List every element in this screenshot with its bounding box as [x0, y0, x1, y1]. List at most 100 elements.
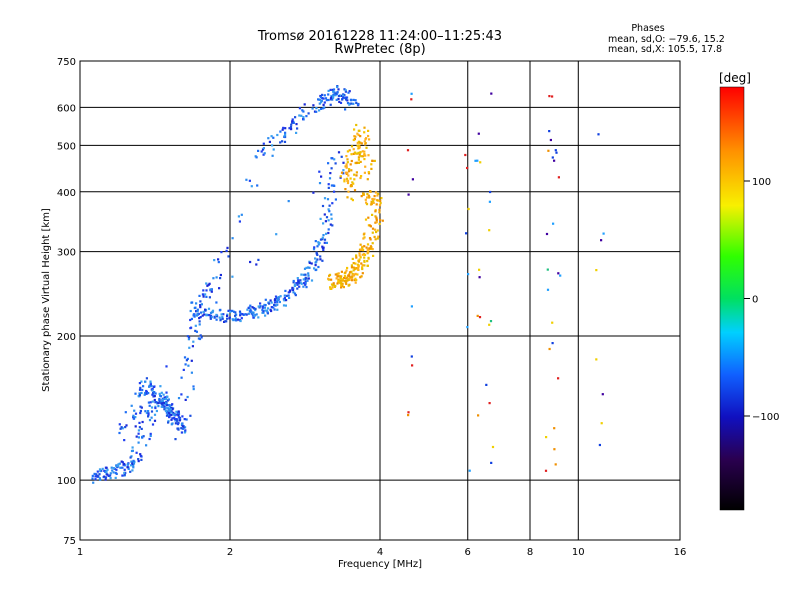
x-mode-point [374, 210, 377, 213]
x-mode-point [342, 286, 345, 289]
o-mode-point [139, 454, 142, 458]
o-mode-point [217, 258, 220, 261]
o-mode-point [124, 411, 127, 414]
o-mode-point [173, 418, 176, 421]
sparse-echo-point [411, 364, 414, 367]
o-mode-point [251, 306, 254, 309]
x-tick-label: 8 [527, 547, 533, 558]
o-mode-point [346, 99, 349, 102]
o-mode-point [317, 265, 320, 269]
x-mode-point [360, 142, 363, 145]
y-tick-label: 750 [57, 57, 76, 68]
o-mode-point [109, 474, 112, 477]
o-mode-point [325, 216, 329, 219]
o-mode-point [222, 313, 225, 316]
o-mode-point [327, 208, 330, 211]
sparse-echo-point [598, 443, 601, 447]
sparse-echo-point [410, 92, 413, 95]
x-mode-point [345, 165, 348, 168]
x-mode-point [363, 264, 366, 267]
y-tick-label: 500 [57, 141, 76, 152]
o-mode-point [189, 309, 192, 313]
x-mode-point [357, 265, 360, 268]
o-mode-point [270, 135, 273, 138]
o-mode-point [343, 96, 346, 100]
o-mode-point [322, 234, 325, 237]
o-mode-point [196, 313, 199, 316]
o-mode-point [187, 338, 190, 341]
o-mode-point [296, 127, 299, 130]
o-mode-point [170, 411, 173, 414]
o-mode-point [319, 258, 322, 261]
sparse-echo-point [410, 355, 413, 358]
o-mode-point [321, 236, 324, 239]
o-mode-point [160, 391, 163, 394]
o-mode-point [340, 94, 343, 97]
o-mode-point [327, 219, 330, 222]
o-mode-point [149, 401, 152, 404]
o-mode-point [139, 453, 142, 456]
o-mode-point [300, 114, 303, 117]
o-mode-point [211, 309, 215, 312]
sparse-echo-point [479, 161, 482, 164]
o-mode-point [288, 296, 291, 299]
o-mode-point [323, 241, 326, 244]
sparse-echo-point [477, 132, 480, 135]
sparse-echo-point [467, 273, 470, 276]
sparse-echo-point [595, 358, 598, 361]
o-mode-point [205, 289, 208, 292]
o-mode-point [261, 148, 265, 151]
o-mode-point [264, 304, 267, 307]
o-mode-point [220, 251, 223, 254]
o-mode-point [318, 241, 321, 245]
o-mode-point [313, 267, 316, 270]
o-mode-point [138, 392, 141, 395]
o-mode-point [327, 93, 330, 96]
x-mode-point [358, 252, 361, 255]
o-mode-point [192, 340, 195, 343]
o-mode-point [170, 423, 173, 426]
o-mode-point [165, 365, 168, 368]
sparse-echo-point [476, 159, 479, 162]
o-mode-point [283, 299, 286, 302]
o-mode-point [281, 140, 284, 143]
x-mode-point [341, 282, 344, 285]
o-mode-point [332, 88, 336, 91]
o-mode-point [333, 91, 336, 94]
x-mode-point [354, 277, 357, 280]
x-mode-point [348, 168, 351, 171]
o-mode-point [264, 309, 267, 312]
o-mode-point [154, 401, 157, 404]
o-mode-point [149, 380, 152, 383]
o-mode-point [343, 94, 346, 97]
x-mode-point [332, 282, 335, 285]
x-mode-point [345, 280, 348, 283]
x-mode-point [365, 201, 368, 204]
x-mode-point [363, 150, 366, 153]
o-mode-point [98, 473, 101, 476]
o-mode-point [158, 398, 161, 401]
x-mode-point [345, 177, 349, 180]
o-mode-point [123, 462, 126, 466]
sparse-echo-point [601, 393, 604, 396]
o-mode-point [180, 376, 183, 379]
x-mode-point [367, 134, 370, 138]
o-mode-point [271, 144, 274, 147]
o-mode-point [284, 133, 287, 136]
o-mode-point [260, 150, 263, 153]
x-mode-point [349, 163, 352, 166]
x-mode-point [369, 238, 372, 241]
o-mode-point [323, 94, 326, 97]
o-mode-point [303, 103, 306, 106]
x-mode-point [361, 264, 364, 267]
o-mode-point [184, 363, 187, 366]
o-mode-point [343, 88, 346, 91]
o-mode-point [159, 395, 162, 398]
sparse-echo-point [489, 320, 493, 323]
x-mode-point [360, 175, 363, 178]
sparse-echo-point [551, 156, 554, 159]
o-mode-point [199, 304, 202, 307]
o-mode-point [232, 319, 235, 322]
o-mode-point [301, 109, 304, 112]
o-mode-point [190, 317, 193, 320]
